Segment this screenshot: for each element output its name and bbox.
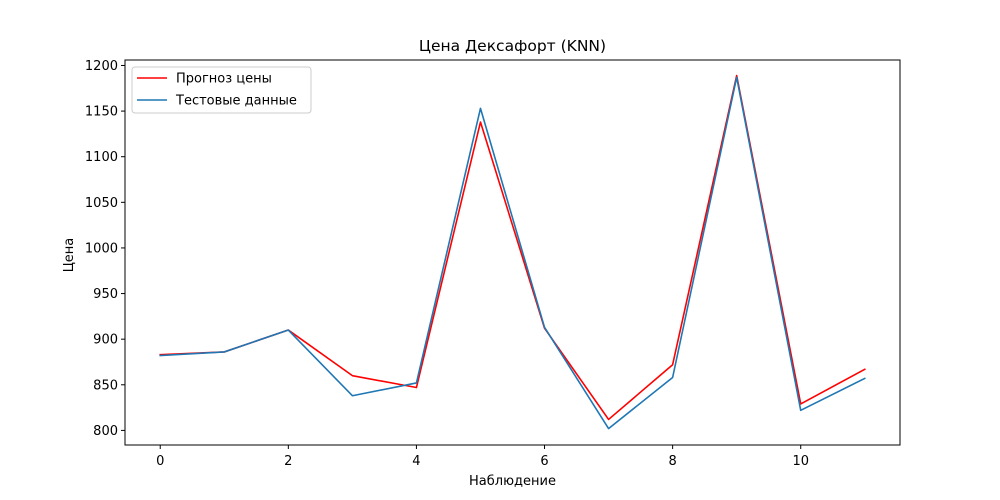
y-tick-label: 850 bbox=[93, 378, 118, 393]
y-tick-label: 1100 bbox=[85, 150, 118, 165]
y-tick-label: 1150 bbox=[85, 105, 118, 120]
x-tick-label: 2 bbox=[284, 454, 292, 469]
chart-title: Цена Дексафорт (KNN) bbox=[419, 37, 606, 55]
x-tick-label: 10 bbox=[792, 454, 809, 469]
y-tick-label: 1200 bbox=[85, 59, 118, 74]
legend: Прогноз цены Тестовые данные bbox=[131, 66, 312, 114]
plot-area: 0 2 4 6 8 10 800 850 900 950 1000 1050 1100 1150 1200 bbox=[85, 59, 901, 469]
x-tick-label: 4 bbox=[412, 454, 420, 469]
x-axis-title: Наблюдение bbox=[469, 474, 556, 489]
y-tick-label: 1050 bbox=[85, 196, 118, 211]
y-tick-label: 900 bbox=[93, 333, 118, 348]
y-axis-title: Цена bbox=[62, 238, 77, 273]
legend-box bbox=[131, 66, 312, 114]
legend-label-1: Прогноз цены bbox=[176, 72, 272, 87]
y-tick-label: 800 bbox=[93, 424, 118, 439]
y-tick-label: 950 bbox=[93, 287, 118, 302]
series-line-2 bbox=[159, 76, 866, 430]
y-tick-label: 1000 bbox=[85, 241, 118, 256]
x-tick-label: 8 bbox=[668, 454, 676, 469]
axes-frame bbox=[124, 59, 901, 446]
x-tick-label: 6 bbox=[540, 454, 548, 469]
x-tick-label: 0 bbox=[156, 454, 164, 469]
legend-label-2: Тестовые данные bbox=[175, 94, 297, 109]
